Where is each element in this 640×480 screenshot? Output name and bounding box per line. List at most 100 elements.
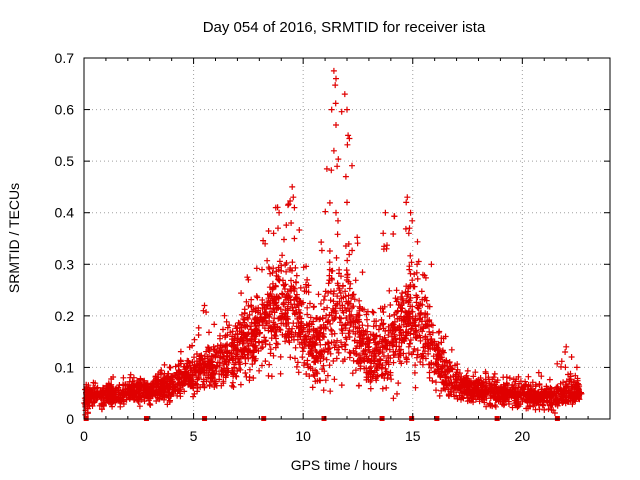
data-point xyxy=(264,299,270,306)
data-point xyxy=(185,378,192,385)
data-point xyxy=(309,353,315,360)
data-point xyxy=(503,374,510,381)
data-point xyxy=(357,363,364,370)
data-point xyxy=(349,370,356,377)
data-point xyxy=(115,389,122,396)
data-point xyxy=(391,352,398,358)
data-point xyxy=(569,386,575,393)
data-point xyxy=(295,319,302,326)
data-point xyxy=(406,340,413,347)
data-point xyxy=(320,387,327,394)
data-point xyxy=(255,304,262,311)
data-point xyxy=(431,338,438,345)
data-point xyxy=(248,336,255,343)
data-point xyxy=(322,324,329,331)
data-point xyxy=(276,326,283,333)
data-point xyxy=(171,385,178,392)
y-tick-labels: 0 0.1 0.2 0.3 0.4 0.5 0.6 0.7 xyxy=(55,50,75,427)
y-tick-label: 0.3 xyxy=(55,256,75,272)
data-point xyxy=(367,331,374,338)
data-point xyxy=(248,326,255,333)
chart-title: Day 054 of 2016, SRMTID for receiver ist… xyxy=(203,19,486,36)
y-tick-label: 0.5 xyxy=(55,153,75,169)
data-point xyxy=(339,322,345,329)
data-point xyxy=(330,290,337,297)
data-point xyxy=(419,361,426,368)
data-point xyxy=(396,302,403,309)
data-point xyxy=(262,358,269,365)
data-point xyxy=(342,342,349,348)
data-point xyxy=(275,315,282,322)
data-point xyxy=(380,309,387,316)
data-point xyxy=(438,339,445,346)
data-point-peak xyxy=(276,209,283,216)
data-point xyxy=(90,398,97,405)
data-point xyxy=(128,382,135,389)
data-point xyxy=(419,271,426,278)
data-point xyxy=(377,322,384,329)
data-point xyxy=(539,401,546,408)
data-point xyxy=(317,324,324,331)
data-point xyxy=(198,352,205,359)
data-point xyxy=(267,270,274,277)
x-axis-label: GPS time / hours xyxy=(291,457,398,473)
data-point xyxy=(130,374,137,381)
data-point xyxy=(511,388,518,395)
data-point xyxy=(470,373,477,380)
data-point-peak xyxy=(272,204,279,211)
data-point xyxy=(131,394,137,401)
data-point xyxy=(354,234,361,241)
data-point xyxy=(314,315,320,321)
data-point xyxy=(330,358,337,364)
data-point xyxy=(277,327,284,333)
data-point xyxy=(562,382,569,388)
data-point xyxy=(418,288,425,295)
data-point xyxy=(264,312,271,319)
data-point xyxy=(359,322,366,329)
data-point-peak xyxy=(345,132,352,139)
data-point xyxy=(88,394,95,401)
data-point xyxy=(422,341,429,348)
data-point xyxy=(505,398,512,405)
data-point xyxy=(217,332,223,339)
data-point xyxy=(222,358,229,365)
data-point xyxy=(300,264,307,271)
data-point xyxy=(231,364,238,371)
data-point xyxy=(435,361,442,368)
data-point xyxy=(320,297,327,303)
data-point xyxy=(543,383,550,390)
data-point xyxy=(327,297,334,304)
data-point xyxy=(334,337,341,344)
data-point xyxy=(280,301,287,308)
data-point xyxy=(335,349,342,356)
data-point xyxy=(374,364,380,371)
data-point xyxy=(475,389,482,396)
data-point xyxy=(87,386,93,393)
data-point xyxy=(379,385,386,392)
data-point xyxy=(383,384,390,391)
data-point-peak xyxy=(201,302,208,309)
data-point xyxy=(433,368,440,375)
data-point xyxy=(547,384,554,391)
data-point xyxy=(400,314,407,321)
data-point xyxy=(352,345,359,352)
data-point xyxy=(544,397,551,404)
data-point xyxy=(373,332,380,339)
data-point xyxy=(475,377,481,384)
data-point-peak xyxy=(382,209,389,216)
data-point xyxy=(320,355,327,362)
data-point xyxy=(343,315,350,321)
data-point xyxy=(242,370,249,376)
data-point xyxy=(422,294,429,301)
data-point xyxy=(191,354,197,361)
data-point xyxy=(310,325,317,332)
data-point xyxy=(275,276,282,283)
data-point xyxy=(432,346,439,353)
data-point xyxy=(127,393,134,400)
data-point xyxy=(409,322,416,329)
data-point xyxy=(387,372,394,379)
data-point xyxy=(214,342,221,349)
data-point xyxy=(204,344,211,351)
data-point xyxy=(249,361,256,368)
data-point xyxy=(250,375,257,381)
